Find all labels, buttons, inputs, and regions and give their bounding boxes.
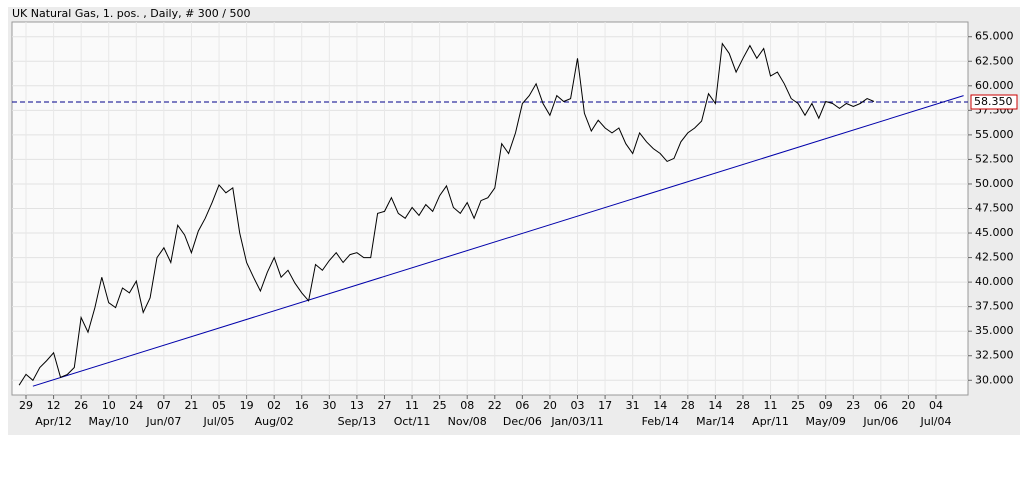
x-tick-label: 11 (764, 399, 778, 412)
y-tick-label: 62.500 (975, 54, 1014, 67)
y-tick-label: 35.000 (975, 324, 1014, 337)
x-tick-label: 23 (846, 399, 860, 412)
x-tick-label: 26 (74, 399, 88, 412)
x-group-label: Aug/02 (255, 415, 294, 428)
y-tick-label: 52.500 (975, 152, 1014, 165)
x-group-label: Jul/05 (203, 415, 235, 428)
x-tick-label: 14 (708, 399, 722, 412)
price-line (18, 42, 875, 386)
x-tick-label: 06 (874, 399, 888, 412)
x-tick-label: 22 (488, 399, 502, 412)
x-group-label: Feb/14 (642, 415, 679, 428)
x-tick-label: 28 (681, 399, 695, 412)
trendline (32, 95, 964, 387)
reference-label: 58.350 (974, 95, 1013, 108)
x-tick-label: 17 (598, 399, 612, 412)
y-tick-label: 65.000 (975, 30, 1014, 43)
y-tick-label: 55.000 (975, 128, 1014, 141)
chart-title: UK Natural Gas, 1. pos. , Daily, # 300 /… (12, 7, 250, 20)
x-tick-label: 25 (791, 399, 805, 412)
x-tick-label: 16 (295, 399, 309, 412)
x-group-label: Sep/13 (338, 415, 376, 428)
x-group-label: Nov/08 (448, 415, 487, 428)
x-tick-label: 31 (626, 399, 640, 412)
x-tick-label: 02 (267, 399, 281, 412)
x-tick-label: 25 (433, 399, 447, 412)
x-tick-label: 05 (212, 399, 226, 412)
x-tick-label: 08 (460, 399, 474, 412)
x-group-label: May/09 (805, 415, 845, 428)
x-group-label: Jan/03/11 (550, 415, 603, 428)
x-tick-label: 28 (736, 399, 750, 412)
x-group-label: Dec/06 (503, 415, 542, 428)
x-group-label: Apr/12 (35, 415, 72, 428)
reference-label-box (970, 94, 1018, 110)
x-group-label: Apr/11 (752, 415, 789, 428)
y-tick-label: 47.500 (975, 202, 1014, 215)
x-tick-label: 29 (19, 399, 33, 412)
x-tick-label: 12 (47, 399, 61, 412)
x-group-label: Oct/11 (394, 415, 431, 428)
y-tick-label: 50.000 (975, 177, 1014, 190)
x-tick-label: 06 (515, 399, 529, 412)
x-group-label: Mar/14 (696, 415, 734, 428)
x-tick-label: 04 (929, 399, 943, 412)
y-tick-label: 42.500 (975, 251, 1014, 264)
x-tick-label: 20 (901, 399, 915, 412)
x-tick-label: 20 (543, 399, 557, 412)
y-tick-label: 30.000 (975, 373, 1014, 386)
x-tick-label: 21 (184, 399, 198, 412)
x-group-label: Jul/04 (920, 415, 952, 428)
x-tick-label: 09 (819, 399, 833, 412)
x-tick-label: 30 (322, 399, 336, 412)
x-tick-label: 11 (405, 399, 419, 412)
y-tick-label: 45.000 (975, 226, 1014, 239)
x-group-label: Jun/06 (862, 415, 898, 428)
x-tick-label: 27 (377, 399, 391, 412)
y-tick-label: 40.000 (975, 275, 1014, 288)
y-tick-label: 60.000 (975, 79, 1014, 92)
x-tick-label: 10 (102, 399, 116, 412)
x-group-label: Jun/07 (145, 415, 181, 428)
y-tick-label: 32.500 (975, 349, 1014, 362)
x-tick-label: 03 (571, 399, 585, 412)
x-tick-label: 14 (653, 399, 667, 412)
y-tick-label: 37.500 (975, 300, 1014, 313)
x-tick-label: 24 (129, 399, 143, 412)
x-tick-label: 19 (240, 399, 254, 412)
x-tick-label: 13 (350, 399, 364, 412)
x-tick-label: 07 (157, 399, 171, 412)
x-group-label: May/10 (88, 415, 128, 428)
